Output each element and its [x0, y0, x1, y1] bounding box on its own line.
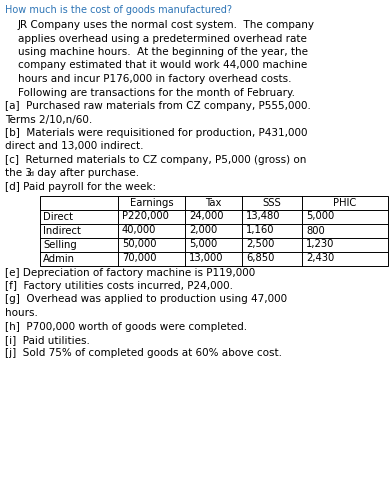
Text: Tax: Tax — [205, 198, 222, 208]
Text: PHIC: PHIC — [333, 198, 357, 208]
Text: [h]  P700,000 worth of goods were completed.: [h] P700,000 worth of goods were complet… — [5, 322, 247, 332]
Text: [g]  Overhead was applied to production using 47,000: [g] Overhead was applied to production u… — [5, 294, 287, 304]
Text: 800: 800 — [306, 225, 325, 235]
Text: Admin: Admin — [43, 254, 75, 264]
Text: 13,000: 13,000 — [189, 254, 223, 264]
Text: 5,000: 5,000 — [306, 212, 334, 221]
Text: 70,000: 70,000 — [122, 254, 156, 264]
Text: 24,000: 24,000 — [189, 212, 223, 221]
Text: [f]  Factory utilities costs incurred, P24,000.: [f] Factory utilities costs incurred, P2… — [5, 281, 233, 291]
Text: 2,000: 2,000 — [189, 225, 217, 235]
Text: [a]  Purchased raw materials from CZ company, P555,000.: [a] Purchased raw materials from CZ comp… — [5, 101, 311, 111]
Text: JR Company uses the normal cost system.  The company: JR Company uses the normal cost system. … — [18, 20, 315, 30]
Text: company estimated that it would work 44,000 machine: company estimated that it would work 44,… — [18, 60, 307, 71]
Bar — [40, 196, 388, 266]
Text: 2,430: 2,430 — [306, 254, 334, 264]
Text: [d] Paid payroll for the week:: [d] Paid payroll for the week: — [5, 182, 156, 192]
Text: rd: rd — [27, 171, 34, 177]
Text: 2,500: 2,500 — [246, 239, 274, 249]
Text: 50,000: 50,000 — [122, 239, 156, 249]
Text: Indirect: Indirect — [43, 225, 81, 235]
Text: using machine hours.  At the beginning of the year, the: using machine hours. At the beginning of… — [18, 47, 308, 57]
Text: hours and incur P176,000 in factory overhead costs.: hours and incur P176,000 in factory over… — [18, 74, 292, 84]
Text: hours.: hours. — [5, 308, 38, 318]
Text: the 3: the 3 — [5, 168, 32, 178]
Text: direct and 13,000 indirect.: direct and 13,000 indirect. — [5, 142, 143, 152]
Text: P220,000: P220,000 — [122, 212, 169, 221]
Text: 5,000: 5,000 — [189, 239, 217, 249]
Text: [b]  Materials were requisitioned for production, P431,000: [b] Materials were requisitioned for pro… — [5, 128, 307, 138]
Text: Earnings: Earnings — [130, 198, 173, 208]
Text: [j]  Sold 75% of completed goods at 60% above cost.: [j] Sold 75% of completed goods at 60% a… — [5, 348, 282, 358]
Text: [c]  Returned materials to CZ company, P5,000 (gross) on: [c] Returned materials to CZ company, P5… — [5, 155, 307, 165]
Text: applies overhead using a predetermined overhead rate: applies overhead using a predetermined o… — [18, 33, 307, 43]
Text: day after purchase.: day after purchase. — [34, 168, 139, 178]
Text: 6,850: 6,850 — [246, 254, 274, 264]
Text: Selling: Selling — [43, 239, 77, 249]
Text: [i]  Paid utilities.: [i] Paid utilities. — [5, 335, 90, 345]
Text: 13,480: 13,480 — [246, 212, 281, 221]
Text: How much is the cost of goods manufactured?: How much is the cost of goods manufactur… — [5, 5, 232, 15]
Text: Terms 2/10,n/60.: Terms 2/10,n/60. — [5, 114, 92, 124]
Text: SSS: SSS — [263, 198, 281, 208]
Text: Direct: Direct — [43, 212, 73, 221]
Text: 1,160: 1,160 — [246, 225, 274, 235]
Text: Following are transactions for the month of February.: Following are transactions for the month… — [18, 88, 295, 97]
Text: 40,000: 40,000 — [122, 225, 156, 235]
Text: 1,230: 1,230 — [306, 239, 334, 249]
Text: [e] Depreciation of factory machine is P119,000: [e] Depreciation of factory machine is P… — [5, 268, 255, 278]
